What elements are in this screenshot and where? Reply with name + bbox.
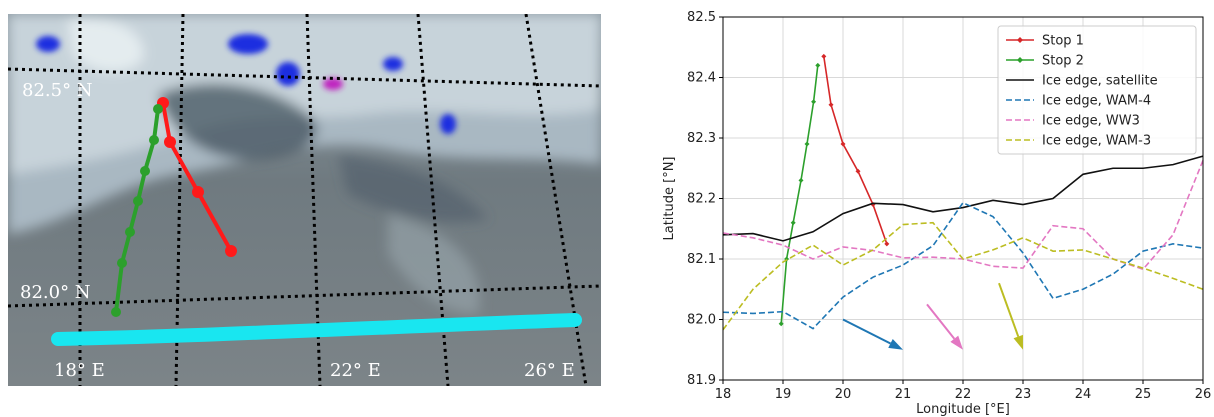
y-tick-label: 81.9 (687, 373, 716, 388)
legend-entry-5: Ice edge, WW3 (1006, 114, 1140, 129)
x-axis-label: Longitude [°E] (916, 402, 1010, 417)
y-tick-label: 82.4 (687, 71, 716, 86)
legend-label: Stop 1 (1042, 34, 1084, 49)
x-tick-label: 20 (835, 387, 852, 402)
arrow-shaft (998, 282, 1020, 337)
legend-label: Ice edge, satellite (1042, 74, 1158, 89)
x-tick-label: 23 (1015, 387, 1032, 402)
stop2-track (111, 104, 163, 317)
lon-label-18: 18° E (54, 360, 105, 381)
data-point (811, 99, 817, 105)
lon-label-22: 22° E (330, 360, 381, 381)
lat-label-82-5: 82.5° N (22, 80, 93, 101)
direction-arrow-2 (926, 303, 963, 350)
series-lines (722, 53, 1204, 331)
cloud-patches (36, 34, 456, 134)
y-tick-label: 82.5 (687, 10, 716, 25)
x-tick-label: 21 (895, 387, 912, 402)
series-line (722, 221, 1204, 331)
legend-label: Stop 2 (1042, 54, 1084, 69)
series-line (722, 201, 1204, 330)
series-1 (821, 53, 890, 247)
x-tick-label: 24 (1075, 387, 1092, 402)
x-tick-label: 18 (715, 387, 732, 402)
data-point (804, 141, 810, 147)
legend-entry-4: Ice edge, WAM-4 (1006, 94, 1151, 109)
data-point (840, 141, 846, 147)
data-point (790, 220, 796, 226)
arrow-head (950, 335, 963, 350)
legend-entry-1: Stop 1 (1006, 34, 1084, 49)
legend-label: Ice edge, WAM-3 (1042, 134, 1151, 149)
series-line (722, 155, 1204, 242)
data-point (778, 321, 784, 327)
data-point (828, 102, 834, 108)
legend: Stop 1 Stop 2 Ice edge, satellite Ice edge,… (997, 25, 1197, 155)
y-tick-label: 82.2 (687, 192, 716, 207)
arrow-shaft (842, 318, 891, 345)
arrow-head (888, 338, 903, 350)
arrow-shaft (926, 303, 956, 340)
data-point (884, 241, 890, 247)
legend-marker (1017, 37, 1023, 43)
series-6 (722, 221, 1204, 331)
x-tick-label: 22 (955, 387, 972, 402)
lon-label-26: 26° E (524, 360, 575, 381)
x-tick-label: 26 (1195, 387, 1212, 402)
direction-arrow-1 (842, 318, 903, 350)
y-tick-label: 82.0 (687, 313, 716, 328)
legend-entry-3: Ice edge, satellite (1006, 74, 1158, 89)
direction-arrow-3 (998, 282, 1023, 350)
satellite-map: 82.5° N 82.0° N 18° E 22° E 26° E (8, 14, 601, 386)
lat-label-82-0: 82.0° N (20, 282, 91, 303)
legend-box (997, 25, 1197, 155)
legend-entry-6: Ice edge, WAM-3 (1006, 134, 1151, 149)
y-axis-label: Latitude [°N] (662, 156, 677, 240)
series-line (780, 65, 819, 324)
legend-label: Ice edge, WW3 (1042, 114, 1140, 129)
legend-entry-2: Stop 2 (1006, 54, 1084, 69)
series-line (823, 56, 888, 245)
data-point (855, 168, 861, 174)
series-3 (722, 155, 1204, 242)
legend-label: Ice edge, WAM-4 (1042, 94, 1151, 109)
arrow-head (1013, 334, 1023, 350)
x-tick-label: 19 (775, 387, 792, 402)
series-2 (778, 62, 821, 327)
data-point (821, 53, 827, 59)
legend-marker (1017, 57, 1023, 63)
ice-edge-track (51, 313, 582, 346)
x-tick-label: 25 (1135, 387, 1152, 402)
data-point (815, 62, 821, 68)
ice-edge-chart: 18 19 20 21 22 23 24 25 26 81.9 82.0 82.1 82.2 82.3 82… (662, 10, 1211, 417)
data-point (798, 177, 804, 183)
series-4 (722, 201, 1204, 330)
direction-arrows (842, 282, 1023, 350)
data-point (784, 256, 790, 262)
y-tick-label: 82.3 (687, 131, 716, 146)
y-tick-label: 82.1 (687, 252, 716, 267)
tick-labels: 18 19 20 21 22 23 24 25 26 81.9 82.0 82.1 82.2 82.3 82… (687, 10, 1211, 402)
